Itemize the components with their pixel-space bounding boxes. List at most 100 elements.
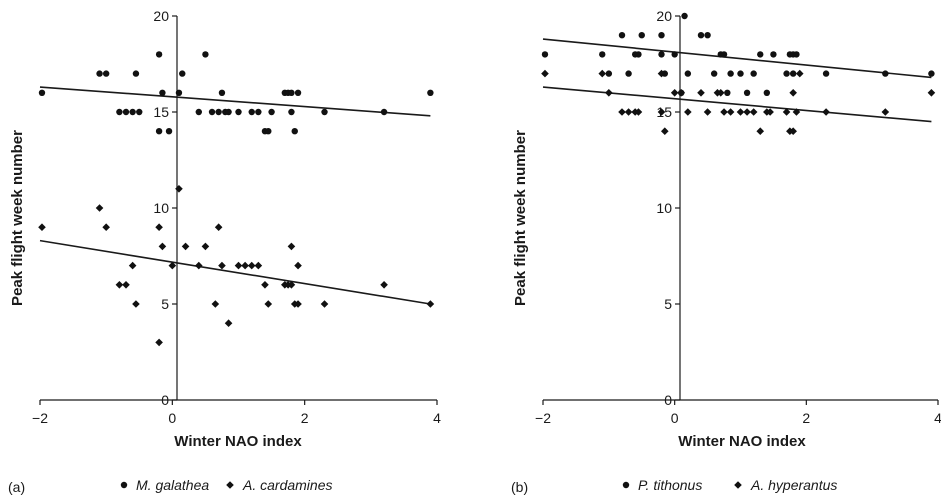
data-point-circle <box>159 89 166 97</box>
data-point-circle <box>294 89 302 97</box>
x-tick-label: 4 <box>433 410 441 426</box>
data-point-circle <box>132 70 140 77</box>
data-point-diamond <box>927 89 936 97</box>
data-point-diamond <box>792 108 801 116</box>
data-point-diamond <box>264 300 273 308</box>
data-point-circle <box>202 51 209 58</box>
data-point-diamond <box>795 69 804 78</box>
data-point-circle <box>710 70 718 77</box>
data-point-circle <box>268 108 275 116</box>
data-point-circle <box>248 108 255 116</box>
data-point-diamond <box>211 300 220 308</box>
y-tick-label: 20 <box>656 8 672 24</box>
data-point-diamond <box>241 261 249 270</box>
data-point-circle <box>684 70 692 77</box>
y-tick-label: 0 <box>161 392 169 408</box>
data-point-circle <box>789 70 797 77</box>
data-point-diamond <box>175 185 183 193</box>
data-point-diamond <box>766 108 774 116</box>
chart-a: −2 0 2 4 0 5 10 15 20 Winter NAO index Peak flight… <box>8 8 441 495</box>
data-point-diamond <box>218 261 226 270</box>
data-point-diamond <box>122 281 130 289</box>
data-point-diamond <box>380 281 388 289</box>
data-point-diamond <box>115 281 124 289</box>
data-point-circle <box>136 108 143 116</box>
data-point-circle <box>793 51 800 58</box>
data-point-circle <box>671 51 678 58</box>
data-point-diamond <box>261 281 269 289</box>
data-point-circle <box>541 51 549 58</box>
data-point-diamond <box>247 261 256 270</box>
data-point-diamond <box>660 127 669 135</box>
data-point-circle <box>658 32 665 39</box>
x-tick-label: 0 <box>671 410 679 426</box>
x-axis-title: Winter NAO index <box>678 433 806 450</box>
data-point-diamond <box>822 108 830 116</box>
data-point-diamond <box>789 89 797 97</box>
data-point-circle <box>218 89 226 97</box>
y-tick-label: 5 <box>161 296 169 312</box>
data-point-diamond <box>743 108 751 116</box>
data-point-diamond <box>254 261 263 270</box>
data-point-diamond <box>684 108 692 116</box>
x-tick-label: 0 <box>168 410 176 426</box>
data-point-circle <box>116 108 123 116</box>
data-point-diamond <box>128 261 137 270</box>
y-axis-title: Peak flight week number <box>512 130 529 306</box>
data-point-diamond <box>598 69 607 78</box>
data-point-diamond <box>224 319 233 327</box>
data-point-circle <box>928 70 935 77</box>
data-point-circle <box>750 70 757 77</box>
data-point-circle <box>129 108 136 116</box>
data-point-circle <box>697 32 705 39</box>
data-point-diamond <box>155 223 163 231</box>
data-point-circle <box>235 108 242 116</box>
data-point-diamond <box>657 69 666 78</box>
panel-label: (b) <box>511 479 528 495</box>
data-point-circle <box>625 70 632 77</box>
data-point-diamond <box>697 89 705 97</box>
data-point-diamond <box>155 338 163 347</box>
data-point-circle <box>737 70 744 77</box>
data-point-diamond <box>95 204 104 212</box>
legend-marker-diamond <box>226 481 234 489</box>
trend-line-circle <box>542 38 932 79</box>
data-point-diamond <box>624 108 633 116</box>
data-point-diamond <box>38 223 46 231</box>
data-point-circle <box>321 108 328 116</box>
x-axis-title: Winter NAO index <box>174 433 302 450</box>
trend-line-circle <box>39 86 431 117</box>
data-point-diamond <box>181 242 190 251</box>
data-point-circle <box>599 51 606 58</box>
data-point-circle <box>155 51 163 58</box>
data-point-diamond <box>670 89 679 97</box>
data-point-circle <box>605 70 613 77</box>
data-point-circle <box>783 70 790 77</box>
data-point-circle <box>882 70 889 77</box>
data-point-diamond <box>605 89 613 97</box>
trend-line-diamond <box>542 86 932 123</box>
data-point-diamond <box>102 223 110 231</box>
data-point-circle <box>215 108 222 116</box>
data-point-diamond <box>749 108 758 116</box>
data-point-diamond <box>201 242 210 251</box>
data-point-circle <box>255 108 262 116</box>
x-tick-label: −2 <box>32 410 48 426</box>
x-tick-label: 2 <box>301 410 309 426</box>
data-point-diamond <box>541 69 549 78</box>
data-point-circle <box>38 89 46 97</box>
data-point-circle <box>743 89 751 97</box>
data-point-diamond <box>657 108 666 116</box>
data-point-circle <box>704 32 711 39</box>
data-point-diamond <box>132 300 140 308</box>
data-point-diamond <box>677 89 686 97</box>
data-point-diamond <box>782 108 791 116</box>
data-point-diamond <box>881 108 890 116</box>
data-point-circle <box>638 32 645 39</box>
data-point-diamond <box>736 108 745 116</box>
y-axis-title: Peak flight week number <box>9 130 26 306</box>
data-point-circle <box>102 70 110 77</box>
data-point-circle <box>757 51 764 58</box>
